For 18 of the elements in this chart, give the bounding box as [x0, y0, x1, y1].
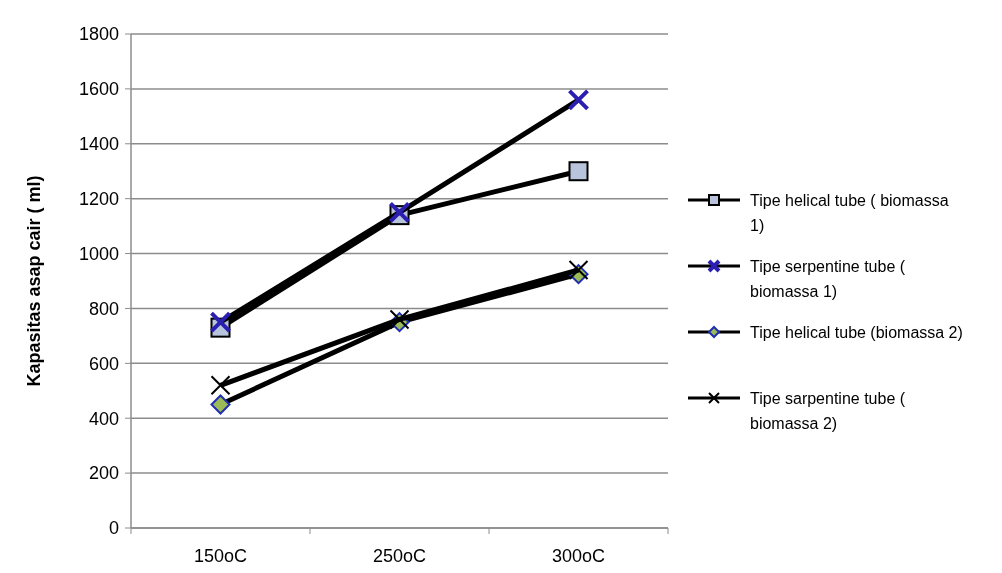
y-tick-label: 1600 [78, 79, 119, 100]
y-tick-label: 0 [108, 518, 119, 539]
legend-label: Tipe helical tube (biomassa 2) [750, 323, 963, 341]
x-tick-label: 300oC [551, 546, 606, 566]
y-tick-label: 1800 [78, 24, 119, 45]
x-tick-label: 250oC [372, 546, 427, 566]
y-tick-label: 800 [88, 298, 119, 319]
legend-label: Tipe helical tube ( biomassa 1) [750, 191, 949, 235]
y-axis-title: Kapasitas asap cair ( ml) [24, 175, 44, 387]
x-tick-label: 150oC [193, 546, 248, 566]
legend-label: Tipe sarpentine tube ( biomassa 2) [750, 389, 906, 433]
legend-label: Tipe serpentine tube ( biomassa 1) [750, 257, 906, 301]
y-tick-label: 1200 [78, 188, 119, 209]
y-tick-label: 1000 [78, 243, 119, 264]
y-tick-label: 200 [88, 463, 119, 484]
y-tick-label: 1400 [78, 134, 119, 155]
y-tick-label: 400 [88, 408, 119, 429]
y-tick-label: 600 [88, 353, 119, 374]
